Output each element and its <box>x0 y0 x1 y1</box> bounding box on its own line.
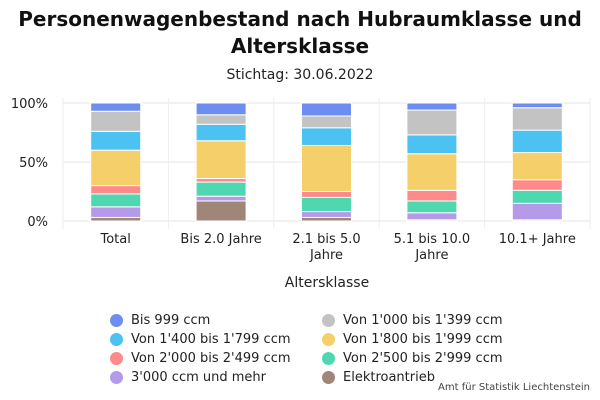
source-credit: Amt für Statistik Liechtenstein <box>438 382 590 393</box>
legend-label: Von 1'400 bis 1'799 ccm <box>131 331 291 347</box>
bar-segment <box>406 134 458 155</box>
x-tick-label: Total <box>100 232 131 247</box>
legend-swatch <box>110 370 123 384</box>
bars <box>90 102 563 222</box>
y-tick-label: 100% <box>11 97 48 112</box>
x-tick-label: 2.1 bis 5.0 <box>292 232 360 247</box>
legend-item[interactable]: Von 1'400 bis 1'799 ccm <box>110 330 310 348</box>
bar-segment <box>406 153 458 191</box>
bar-segment <box>301 216 352 222</box>
legend-swatch <box>110 332 123 346</box>
bar-segment <box>90 149 142 187</box>
bar-segment <box>90 130 142 151</box>
bar-segment <box>90 193 142 208</box>
bar-segment <box>511 202 563 221</box>
x-tick-label: Jahre <box>309 248 343 263</box>
legend-swatch <box>322 332 335 346</box>
x-axis-title: Altersklasse <box>285 275 369 291</box>
bar-segment <box>301 144 352 192</box>
bar-segment <box>195 114 247 125</box>
legend-label: Von 1'800 bis 1'999 ccm <box>343 331 503 347</box>
x-tick-label: 5.1 bis 10.0 <box>394 232 471 247</box>
legend-label: Von 1'000 bis 1'399 ccm <box>343 312 503 328</box>
y-tick-label: 0% <box>27 215 48 230</box>
legend-label: Bis 999 ccm <box>131 312 211 328</box>
bar-segment <box>406 212 458 221</box>
bar-segment <box>511 129 563 154</box>
chart-title: Personenwagenbestand nach Hubraumklasse … <box>18 7 582 58</box>
bar-segment <box>511 152 563 181</box>
bar-segment <box>195 123 247 142</box>
bar-segment <box>511 189 563 204</box>
bar-segment <box>301 196 352 213</box>
legend-item[interactable]: Von 2'000 bis 2'499 ccm <box>110 349 310 367</box>
bar-segment <box>301 191 352 198</box>
bar-segment <box>301 115 352 129</box>
bar-segment <box>195 102 247 116</box>
bar-segment <box>90 216 142 222</box>
legend-item[interactable]: Elektroantrieb <box>322 368 522 386</box>
legend-swatch <box>110 351 123 365</box>
bar-segment <box>406 102 458 111</box>
bar-segment <box>90 102 142 112</box>
chart-subtitle: Stichtag: 30.06.2022 <box>226 67 374 83</box>
bar-segment <box>90 206 142 218</box>
y-tick-label: 50% <box>19 156 48 171</box>
legend-label: Von 2'500 bis 2'999 ccm <box>343 350 503 366</box>
bar-segment <box>301 102 352 117</box>
bar-segment <box>406 200 458 214</box>
bar-segment <box>90 110 142 132</box>
bar-segment <box>195 181 247 197</box>
axis-labels: 0%50%100%Total Bis 2.0 Jahre 2.1 bis 5.0Ja… <box>11 97 576 263</box>
bar-segment <box>195 140 247 180</box>
legend: Bis 999 ccm Von 1'000 bis 1'399 ccm Von 1'… <box>110 311 530 386</box>
legend-label: 3'000 ccm und mehr <box>131 369 266 385</box>
bar-segment <box>301 127 352 146</box>
bar-segment <box>511 179 563 191</box>
bar-segment <box>406 109 458 136</box>
bar-segment <box>511 107 563 131</box>
legend-label: Elektroantrieb <box>343 369 435 385</box>
bar-segment <box>195 178 247 183</box>
bar-segment <box>90 185 142 195</box>
legend-swatch <box>322 313 335 327</box>
legend-item[interactable]: Von 1'800 bis 1'999 ccm <box>322 330 522 348</box>
legend-swatch <box>322 370 335 384</box>
legend-label: Von 2'000 bis 2'499 ccm <box>131 350 291 366</box>
legend-item[interactable]: Von 2'500 bis 2'999 ccm <box>322 349 522 367</box>
bar-segment <box>511 102 563 109</box>
bar-segment <box>195 195 247 202</box>
bar-segment <box>406 189 458 202</box>
legend-swatch <box>110 313 123 327</box>
legend-item[interactable]: 3'000 ccm und mehr <box>110 368 310 386</box>
legend-item[interactable]: Bis 999 ccm <box>110 311 310 329</box>
x-tick-label: 10.1+ Jahre <box>499 232 576 247</box>
x-tick-label: Bis 2.0 Jahre <box>180 232 261 247</box>
legend-swatch <box>322 351 335 365</box>
bar-segment <box>301 211 352 218</box>
legend-item[interactable]: Von 1'000 bis 1'399 ccm <box>322 311 522 329</box>
bar-segment <box>195 200 247 222</box>
stacked-bar-chart: 0%50%100%Total Bis 2.0 Jahre 2.1 bis 5.0Ja… <box>11 97 591 291</box>
x-tick-label: Jahre <box>414 248 448 263</box>
